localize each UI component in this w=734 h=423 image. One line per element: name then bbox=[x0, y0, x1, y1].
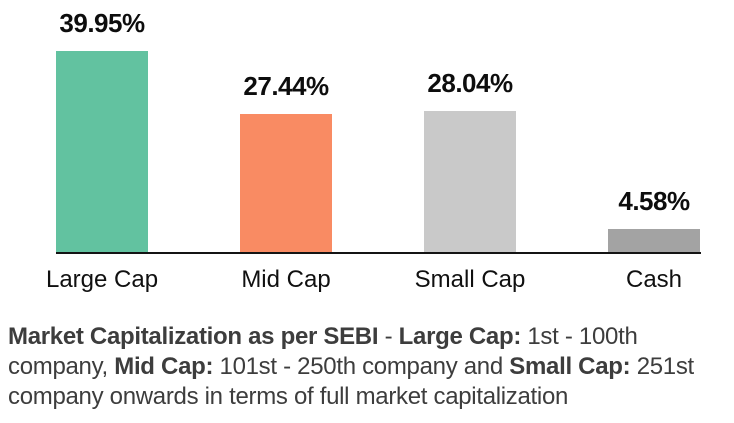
caption-line: Market Capitalization as per SEBI - Larg… bbox=[8, 322, 726, 352]
x-axis-line bbox=[56, 252, 701, 254]
bar-chart: 39.95% Large Cap 27.44% Mid Cap 28.04% Small … bbox=[46, 0, 701, 292]
bar-column: 28.04% Small Cap bbox=[415, 0, 526, 292]
caption-bold-segment: Large Cap: bbox=[398, 323, 522, 350]
caption-bold-segment: Market Capitalization as per SEBI bbox=[8, 323, 379, 350]
category-label: Mid Cap bbox=[241, 266, 331, 293]
caption-segment: 1st - 100th bbox=[521, 323, 638, 350]
caption-line: company, Mid Cap: 101st - 250th company … bbox=[8, 352, 726, 382]
category-label: Cash bbox=[625, 266, 683, 293]
caption-segment: company onwards in terms of full market … bbox=[8, 383, 569, 410]
caption-segment: 251st bbox=[630, 353, 695, 380]
category-label: Large Cap bbox=[45, 266, 159, 293]
bar bbox=[608, 229, 700, 252]
value-label: 39.95% bbox=[59, 8, 145, 38]
caption-segment: 101st - 250th company and bbox=[213, 353, 510, 380]
bar-plot-part: 4.58% bbox=[608, 0, 700, 252]
value-label: 28.04% bbox=[427, 68, 513, 98]
bar-column: 4.58% Cash bbox=[608, 0, 700, 292]
plot-area: 39.95% Large Cap 27.44% Mid Cap 28.04% Small … bbox=[46, 0, 700, 292]
bar bbox=[424, 111, 516, 252]
bar-column: 27.44% Mid Cap bbox=[240, 0, 332, 292]
value-label: 4.58% bbox=[618, 186, 690, 216]
bar-plot-part: 39.95% bbox=[56, 0, 148, 252]
bar-plot-part: 27.44% bbox=[240, 0, 332, 252]
bar bbox=[240, 114, 332, 252]
caption-bold-segment: Small Cap: bbox=[509, 353, 631, 380]
caption-segment: - bbox=[378, 323, 399, 350]
category-label: Small Cap bbox=[414, 266, 526, 293]
caption-line: company onwards in terms of full market … bbox=[8, 382, 726, 412]
caption-segment: company, bbox=[8, 353, 115, 380]
bar-plot-part: 28.04% bbox=[424, 0, 516, 252]
caption-bold-segment: Mid Cap: bbox=[114, 353, 214, 380]
value-label: 27.44% bbox=[243, 71, 329, 101]
bar bbox=[56, 51, 148, 252]
caption: Market Capitalization as per SEBI - Larg… bbox=[8, 322, 726, 412]
bar-column: 39.95% Large Cap bbox=[46, 0, 158, 292]
